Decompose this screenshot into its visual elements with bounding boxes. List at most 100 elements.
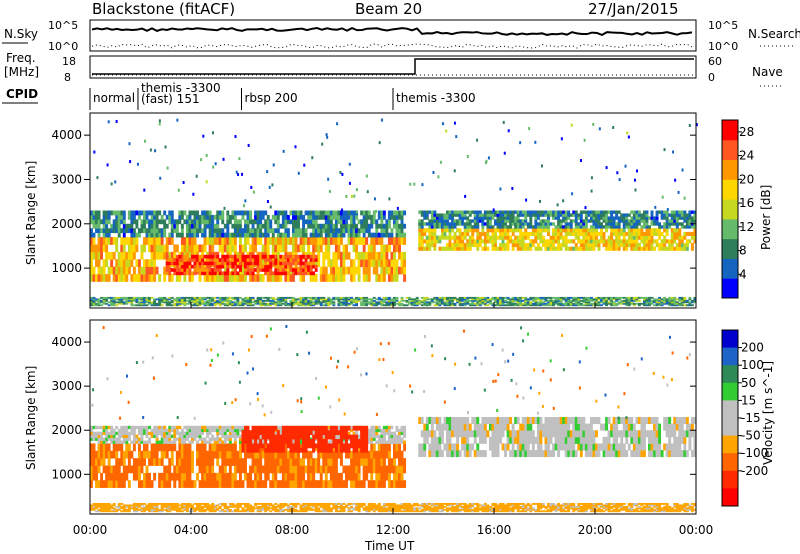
heatmap-cell: [322, 296, 326, 299]
heatmap-cell: [132, 428, 136, 433]
heatmap-cell: [466, 210, 470, 214]
heatmap-cell: [514, 296, 518, 299]
heatmap-cell: [92, 443, 96, 452]
heatmap-cell: [196, 301, 199, 304]
heatmap-cell: [137, 440, 141, 444]
heatmap-cell: [387, 302, 391, 305]
heatmap-cell: [97, 434, 101, 438]
heatmap-cell: [269, 268, 273, 272]
heatmap-cell: [284, 472, 288, 481]
heatmap-cell: [350, 299, 353, 302]
heatmap-cell: [403, 251, 407, 260]
heatmap-cell: [185, 425, 189, 430]
heatmap-cell: [281, 302, 285, 305]
heatmap-cell: [435, 296, 439, 299]
heatmap-cell: [526, 246, 530, 251]
heatmap-cell: [191, 210, 194, 216]
heatmap-cell: [516, 299, 520, 302]
scatter-cell: [634, 188, 637, 192]
heatmap-cell: [97, 302, 101, 305]
heatmap-cell: [183, 258, 187, 262]
heatmap-cell: [145, 434, 149, 438]
heatmap-cell: [183, 437, 187, 441]
heatmap-cell: [486, 216, 490, 220]
heatmap-cell: [208, 232, 212, 238]
heatmap-cell: [443, 231, 447, 237]
heatmap-cell: [327, 223, 331, 229]
heatmap-cell: [637, 210, 641, 214]
heatmap-cell: [145, 232, 149, 238]
heatmap-cell: [102, 450, 106, 459]
scatter-cell: [252, 190, 255, 194]
heatmap-cell: [107, 232, 111, 238]
heatmap-cell: [97, 259, 101, 268]
heatmap-cell: [625, 243, 629, 248]
heatmap-cell: [471, 239, 475, 244]
heatmap-cell: [355, 458, 359, 466]
heatmap-cell: [198, 298, 202, 301]
heatmap-cell: [302, 214, 306, 220]
heatmap-cell: [675, 219, 679, 223]
heatmap-cell: [673, 299, 677, 302]
power-colorbar-tick-label: 4: [739, 267, 747, 281]
heatmap-cell: [410, 299, 414, 302]
heatmap-cell: [529, 210, 533, 214]
heatmap-cell: [180, 298, 184, 301]
heatmap-cell: [435, 239, 439, 244]
power-colorbar-swatch: [722, 278, 738, 299]
heatmap-cell: [208, 440, 212, 444]
heatmap-cell: [494, 235, 497, 240]
heatmap-cell: [612, 225, 616, 229]
heatmap-cell: [211, 465, 215, 474]
heatmap-cell: [249, 264, 252, 269]
heatmap-cell: [97, 431, 101, 436]
heatmap-cell: [645, 298, 649, 301]
heatmap-cell: [425, 239, 429, 244]
heatmap-cell: [413, 298, 417, 301]
heatmap-cell: [428, 302, 432, 305]
heatmap-cell: [642, 296, 646, 299]
heatmap-cell: [382, 259, 386, 268]
heatmap-cell: [352, 465, 356, 474]
heatmap-cell: [496, 228, 500, 233]
heatmap-cell: [539, 301, 543, 304]
heatmap-cell: [549, 299, 553, 302]
heatmap-cell: [405, 299, 409, 302]
heatmap-cell: [107, 304, 111, 307]
heatmap-cell: [178, 480, 182, 488]
heatmap-cell: [650, 210, 654, 214]
heatmap-cell: [665, 219, 669, 223]
heatmap-cell: [486, 239, 490, 244]
heatmap-cell: [289, 299, 293, 302]
heatmap-cell: [569, 222, 573, 226]
heatmap-cell: [223, 431, 227, 436]
heatmap-cell: [317, 228, 321, 234]
heatmap-cell: [375, 232, 379, 238]
heatmap-cell: [319, 223, 323, 229]
heatmap-cell: [516, 222, 520, 226]
heatmap-cell: [322, 299, 326, 302]
heatmap-cell: [481, 231, 485, 237]
heatmap-cell: [516, 243, 520, 248]
heatmap-cell: [630, 222, 634, 226]
heatmap-cell: [95, 437, 98, 441]
heatmap-cell: [213, 251, 217, 260]
heatmap-cell: [403, 274, 407, 282]
heatmap-cell: [309, 298, 313, 301]
heatmap-cell: [627, 222, 631, 226]
heatmap-cell: [231, 264, 235, 269]
heatmap-cell: [115, 458, 119, 466]
heatmap-cell: [206, 219, 210, 225]
heatmap-cell: [615, 299, 619, 302]
heatmap-cell: [90, 458, 93, 466]
heatmap-cell: [496, 246, 500, 251]
heatmap-cell: [148, 266, 151, 275]
heatmap-cell: [688, 304, 692, 307]
heatmap-cell: [143, 259, 146, 268]
heatmap-cell: [506, 210, 510, 214]
heatmap-cell: [221, 219, 225, 225]
heatmap-cell: [314, 237, 318, 245]
heatmap-cell: [552, 304, 555, 307]
heatmap-cell: [584, 239, 588, 244]
heatmap-cell: [499, 231, 502, 237]
